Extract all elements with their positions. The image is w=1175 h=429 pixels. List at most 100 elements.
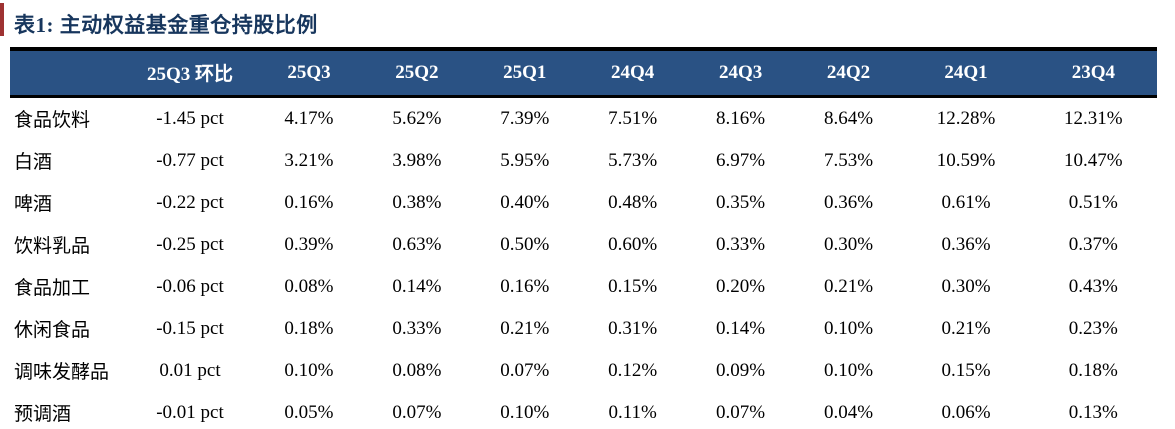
value-cell: 0.33%: [392, 317, 442, 339]
value-cell: 0.13%: [1068, 401, 1118, 423]
table-header: 25Q3 环比 25Q3 25Q2 25Q1 24Q4 24Q3 24Q2 24Q1 23Q4: [10, 49, 1157, 98]
header-cell: 25Q3: [255, 49, 363, 98]
table-title-bar: 表1: 主动权益基金重仓持股比例: [0, 0, 1175, 47]
value-cell: 12.31%: [1064, 107, 1123, 129]
value-cell: 3.21%: [284, 149, 334, 171]
title-accent-bar: [0, 3, 4, 36]
value-cell: 7.51%: [608, 107, 658, 129]
value-cell: 0.06%: [941, 401, 991, 423]
value-cell: 0.50%: [500, 233, 550, 255]
value-cell: 5.73%: [608, 149, 658, 171]
row-label-cell: 白酒: [14, 152, 53, 173]
value-cell: 0.63%: [392, 233, 442, 255]
value-cell: 0.43%: [1068, 275, 1118, 297]
table-row: 调味发酵品 0.01 pct 0.10% 0.08% 0.07% 0.12% 0.09% 0.…: [10, 350, 1157, 392]
table-row: 食品加工 -0.06 pct 0.08% 0.14% 0.16% 0.15% 0.20% 0.…: [10, 266, 1157, 308]
header-row: 25Q3 环比 25Q3 25Q2 25Q1 24Q4 24Q3 24Q2 24Q1 23Q4: [10, 49, 1157, 98]
header-cell: 25Q1: [470, 49, 579, 98]
value-cell: 0.07%: [716, 401, 766, 423]
value-cell: 0.38%: [392, 191, 442, 213]
value-cell: -0.77 pct: [156, 149, 224, 171]
value-cell: 0.18%: [284, 317, 334, 339]
value-cell: 8.64%: [823, 107, 874, 129]
value-cell: 0.16%: [284, 191, 334, 213]
value-cell: -0.25 pct: [156, 233, 224, 255]
table-row: 食品饮料 -1.45 pct 4.17% 5.62% 7.39% 7.51% 8.16% 8.…: [10, 97, 1157, 141]
value-cell: 0.30%: [823, 233, 874, 255]
value-cell: 0.39%: [284, 233, 334, 255]
header-cell: 25Q3 环比: [125, 49, 255, 98]
value-cell: 0.10%: [500, 401, 550, 423]
value-cell: -0.22 pct: [156, 191, 224, 213]
value-cell: 0.05%: [284, 401, 334, 423]
row-label-cell: 调味发酵品: [14, 362, 110, 383]
table-body: 食品饮料 -1.45 pct 4.17% 5.62% 7.39% 7.51% 8.16% 8.…: [10, 97, 1157, 429]
header-cell: 24Q1: [902, 49, 1030, 98]
row-label-cell: 食品饮料: [14, 110, 91, 131]
value-cell: 0.10%: [823, 359, 874, 381]
value-cell: 0.48%: [608, 191, 658, 213]
value-cell: 4.17%: [284, 107, 334, 129]
value-cell: 0.01 pct: [159, 359, 221, 381]
value-cell: 0.31%: [608, 317, 658, 339]
value-cell: 0.30%: [941, 275, 991, 297]
header-cell: 24Q4: [578, 49, 687, 98]
row-label-cell: 食品加工: [14, 278, 91, 299]
value-cell: 0.07%: [500, 359, 550, 381]
value-cell: 0.14%: [716, 317, 766, 339]
header-cell: 23Q4: [1029, 49, 1157, 98]
value-cell: 0.04%: [823, 401, 874, 423]
header-cell: 24Q3: [686, 49, 795, 98]
value-cell: 7.39%: [500, 107, 550, 129]
value-cell: 0.12%: [608, 359, 658, 381]
row-label-cell: 饮料乳品: [14, 236, 91, 257]
value-cell: 0.37%: [1068, 233, 1118, 255]
value-cell: 0.36%: [941, 233, 991, 255]
value-cell: 5.95%: [500, 149, 550, 171]
value-cell: 3.98%: [392, 149, 442, 171]
value-cell: 0.40%: [500, 191, 550, 213]
value-cell: 0.33%: [716, 233, 766, 255]
value-cell: 0.20%: [716, 275, 766, 297]
value-cell: 0.07%: [392, 401, 442, 423]
value-cell: -0.01 pct: [156, 401, 224, 423]
value-cell: 0.09%: [716, 359, 766, 381]
value-cell: 0.08%: [284, 275, 334, 297]
row-label-cell: 啤酒: [14, 194, 53, 215]
value-cell: 0.08%: [392, 359, 442, 381]
table-row: 饮料乳品 -0.25 pct 0.39% 0.63% 0.50% 0.60% 0.33% 0.…: [10, 224, 1157, 266]
value-cell: -0.06 pct: [156, 275, 224, 297]
table-row: 预调酒 -0.01 pct 0.05% 0.07% 0.10% 0.11% 0.07% 0.0…: [10, 392, 1157, 429]
table-row: 休闲食品 -0.15 pct 0.18% 0.33% 0.21% 0.31% 0.14% 0.…: [10, 308, 1157, 350]
value-cell: 0.21%: [500, 317, 550, 339]
table-row: 啤酒 -0.22 pct 0.16% 0.38% 0.40% 0.48% 0.35% 0.36…: [10, 182, 1157, 224]
value-cell: 0.51%: [1068, 191, 1118, 213]
holdings-table: 25Q3 环比 25Q3 25Q2 25Q1 24Q4 24Q3 24Q2 24Q1 23Q4 …: [10, 47, 1157, 429]
header-cell: 24Q2: [794, 49, 903, 98]
value-cell: 0.11%: [608, 401, 657, 423]
value-cell: 8.16%: [716, 107, 766, 129]
row-label-cell: 预调酒: [14, 404, 72, 425]
value-cell: 12.28%: [936, 107, 996, 129]
value-cell: 0.10%: [823, 317, 874, 339]
value-cell: 0.35%: [716, 191, 766, 213]
header-cell: [10, 49, 125, 98]
value-cell: 5.62%: [392, 107, 442, 129]
value-cell: 7.53%: [823, 149, 874, 171]
table-title: 表1: 主动权益基金重仓持股比例: [14, 13, 318, 37]
value-cell: 0.14%: [392, 275, 442, 297]
value-cell: 10.59%: [936, 149, 996, 171]
value-cell: 0.36%: [823, 191, 874, 213]
value-cell: 6.97%: [716, 149, 766, 171]
table-container: 25Q3 环比 25Q3 25Q2 25Q1 24Q4 24Q3 24Q2 24Q1 23Q4 …: [10, 47, 1157, 429]
value-cell: 0.15%: [608, 275, 658, 297]
value-cell: 0.60%: [608, 233, 658, 255]
value-cell: 0.15%: [941, 359, 991, 381]
value-cell: 0.21%: [941, 317, 991, 339]
value-cell: 0.16%: [500, 275, 550, 297]
value-cell: 0.61%: [941, 191, 991, 213]
value-cell: 0.23%: [1068, 317, 1118, 339]
table-row: 白酒 -0.77 pct 3.21% 3.98% 5.95% 5.73% 6.97% 7.53…: [10, 140, 1157, 182]
value-cell: 0.21%: [823, 275, 874, 297]
